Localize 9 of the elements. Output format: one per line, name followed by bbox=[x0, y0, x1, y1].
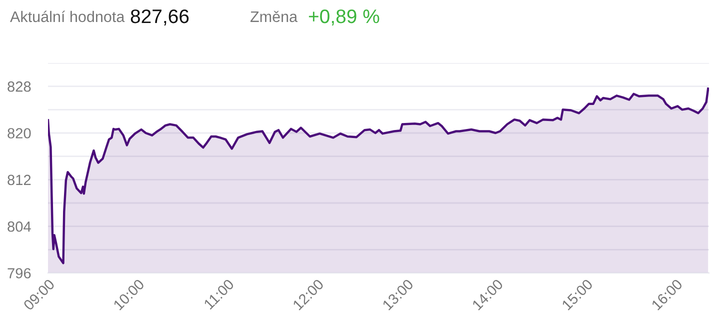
y-tick-label: 828 bbox=[8, 81, 31, 92]
y-tick-label: 796 bbox=[8, 268, 31, 278]
y-tick-label: 804 bbox=[8, 221, 31, 232]
y-tick-label: 820 bbox=[8, 128, 31, 138]
text: Změna bbox=[250, 10, 298, 22]
text: Aktuální hodnota bbox=[10, 10, 125, 22]
text: 827,66 bbox=[130, 9, 189, 26]
y-tick-label: 812 bbox=[8, 174, 31, 186]
text: +0,89 % bbox=[308, 9, 380, 26]
